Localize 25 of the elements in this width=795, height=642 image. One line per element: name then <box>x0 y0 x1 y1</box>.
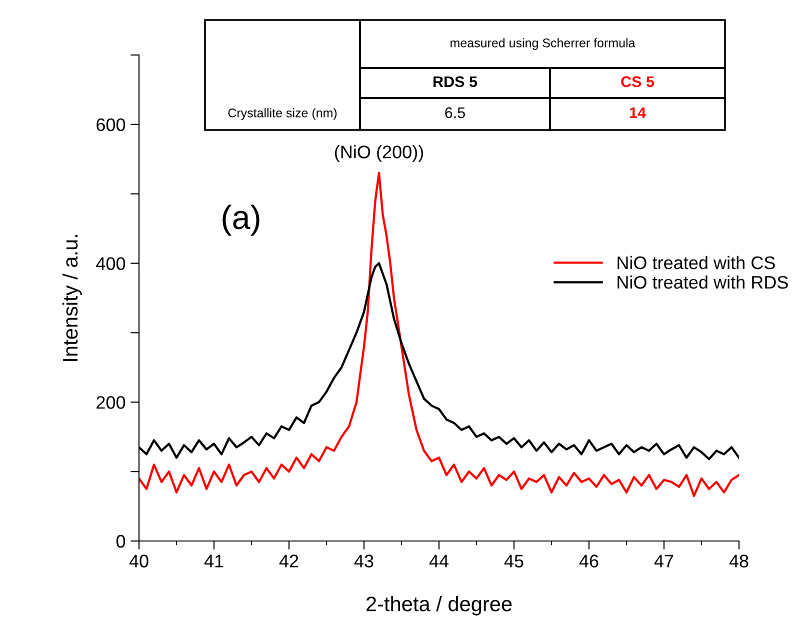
x-tick-label: 47 <box>654 554 674 568</box>
legend-label: NiO treated with CS <box>618 256 775 270</box>
x-tick-label: 48 <box>729 554 748 568</box>
y-tick-label: 400 <box>96 257 126 270</box>
annotation: CS 5 <box>621 76 654 88</box>
y-axis-title: Intensity / a.u. <box>62 235 82 361</box>
x-tick-label: 42 <box>279 554 298 568</box>
annotation: (NiO (200)) <box>334 145 424 162</box>
x-tick-label: 40 <box>129 554 148 568</box>
x-tick-label: 45 <box>504 554 524 568</box>
annotation: (a) <box>222 204 260 236</box>
x-tick-label: 41 <box>204 554 224 568</box>
x-tick-label: 43 <box>354 554 374 568</box>
annotation: Crystallite size (nm) <box>228 108 337 120</box>
y-tick-label: 0 <box>116 534 126 548</box>
annotation: 6.5 <box>445 107 465 118</box>
legend-label: NiO treated with RDS <box>618 275 788 289</box>
x-axis-title: 2-theta / degree <box>366 596 512 616</box>
annotation: 14 <box>630 107 646 118</box>
x-tick-label: 46 <box>579 554 598 568</box>
annotation: RDS 5 <box>434 76 478 88</box>
y-tick-label: 200 <box>96 396 126 409</box>
text: measured using Scherrer formula <box>450 38 636 50</box>
y-tick-label: 600 <box>96 118 126 132</box>
x-tick-label: 44 <box>429 554 449 568</box>
